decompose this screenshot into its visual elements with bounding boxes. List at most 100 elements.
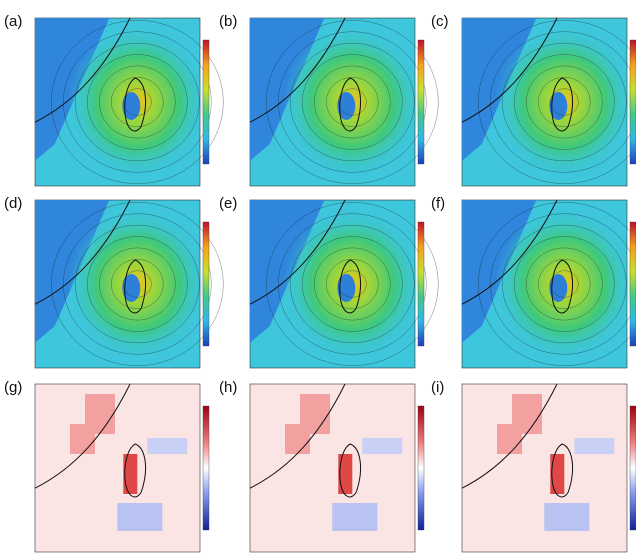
positive-region (285, 394, 330, 454)
eye (549, 92, 568, 120)
taiwan (551, 77, 574, 132)
streamline (490, 213, 636, 355)
taiwan (124, 77, 147, 132)
streamline (538, 259, 591, 309)
streamline (314, 247, 391, 321)
coastline (249, 17, 346, 123)
negative-region (362, 438, 403, 454)
taiwan (551, 259, 574, 314)
streamline (338, 270, 367, 298)
streamline (75, 42, 200, 162)
streamline (87, 236, 188, 332)
negative-region (117, 503, 163, 531)
streamline (63, 31, 212, 173)
colorbar (629, 39, 636, 165)
panels: (a) (b) (c) (d) (e) (f) (g) (h) (i) (4, 13, 636, 553)
panel: (i) (431, 379, 636, 553)
taiwan (124, 259, 147, 314)
eye (122, 92, 141, 120)
streamline (278, 31, 427, 173)
streamline (266, 20, 439, 184)
streamline (123, 88, 152, 116)
streamline (99, 65, 176, 139)
coastline (249, 383, 346, 489)
streamline (290, 224, 415, 344)
panel-label: (h) (219, 379, 237, 396)
streamline (51, 20, 224, 184)
positive-region (497, 394, 542, 454)
colorbar (202, 221, 210, 347)
streamline (111, 77, 164, 127)
coastline (34, 383, 131, 489)
taiwan (339, 259, 362, 314)
streamline (51, 202, 224, 366)
positive-core (123, 454, 138, 494)
positive-core (338, 454, 353, 494)
taiwan (124, 443, 147, 498)
panel-label: (f) (431, 195, 445, 212)
taiwan (339, 77, 362, 132)
coastline (34, 17, 131, 123)
panel: (g) (4, 379, 210, 553)
negative-region (147, 438, 188, 454)
streamline (314, 65, 391, 139)
eye (549, 274, 568, 302)
eye (122, 274, 141, 302)
streamline (478, 202, 636, 366)
streamline (550, 88, 579, 116)
panel-label: (a) (4, 13, 22, 30)
panel: (a) (4, 13, 224, 187)
colorbar (202, 405, 210, 531)
taiwan (339, 443, 362, 498)
coastline (34, 199, 131, 305)
panel: (f) (431, 195, 636, 369)
panel: (h) (219, 379, 425, 553)
colorbar (417, 39, 425, 165)
streamline (514, 236, 615, 332)
streamline (111, 259, 164, 309)
colorbar (417, 221, 425, 347)
taiwan (551, 443, 574, 498)
coastline (461, 383, 558, 489)
panel-label: (g) (4, 379, 22, 396)
streamline (123, 270, 152, 298)
panel-label: (e) (219, 195, 237, 212)
coastline (249, 199, 346, 305)
streamline (290, 42, 415, 162)
streamline (75, 224, 200, 344)
colorbar (629, 221, 636, 347)
streamline (87, 54, 188, 150)
streamline (502, 42, 627, 162)
panel: (b) (219, 13, 439, 187)
streamline (63, 213, 212, 355)
negative-region (332, 503, 378, 531)
streamline (526, 247, 603, 321)
streamline (326, 77, 379, 127)
negative-region (574, 438, 615, 454)
streamline (302, 236, 403, 332)
streamline (338, 88, 367, 116)
streamline (550, 270, 579, 298)
panel-label: (c) (431, 13, 449, 30)
panel-label: (i) (431, 379, 444, 396)
eye (337, 92, 356, 120)
streamline (514, 54, 615, 150)
positive-core (550, 454, 565, 494)
coastline (461, 17, 558, 123)
streamline (526, 65, 603, 139)
streamline (502, 224, 627, 344)
coastline (461, 199, 558, 305)
streamline (326, 259, 379, 309)
streamline (478, 20, 636, 184)
panel: (c) (431, 13, 636, 187)
positive-region (70, 394, 115, 454)
negative-region (544, 503, 590, 531)
panel: (e) (219, 195, 439, 369)
eye (337, 274, 356, 302)
streamline (278, 213, 427, 355)
colorbar (629, 405, 636, 531)
panel: (d) (4, 195, 224, 369)
streamline (266, 202, 439, 366)
colorbar (417, 405, 425, 531)
